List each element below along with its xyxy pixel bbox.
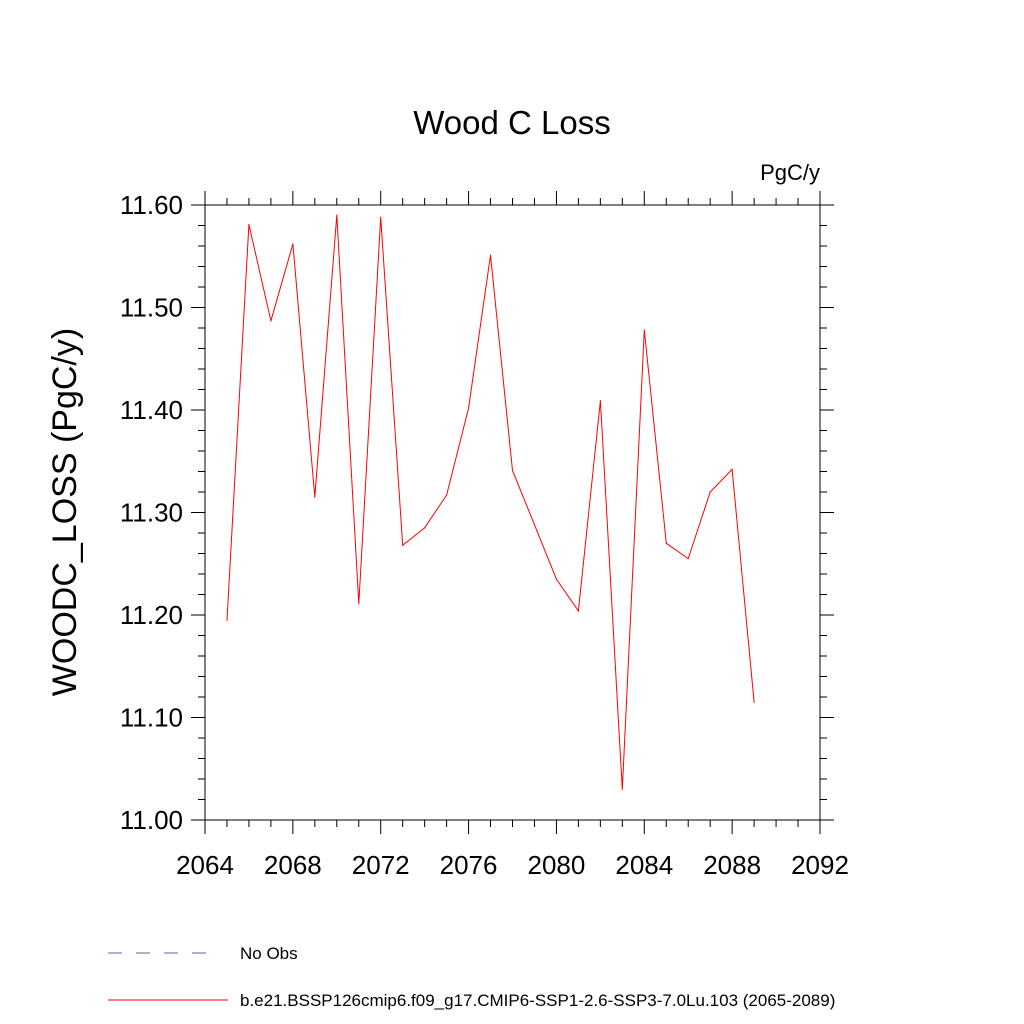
x-tick-label: 2068 bbox=[264, 850, 322, 880]
legend-label-no-obs: No Obs bbox=[240, 944, 298, 963]
data-point bbox=[314, 496, 316, 498]
data-point bbox=[424, 527, 426, 529]
y-axis-label: WOODC_LOSS (PgC/y) bbox=[46, 328, 84, 696]
y-tick-label: 11.50 bbox=[120, 293, 183, 323]
x-tick-label: 2064 bbox=[176, 850, 234, 880]
x-tick-label: 2076 bbox=[440, 850, 498, 880]
data-point bbox=[402, 544, 404, 546]
axis-ticks bbox=[191, 191, 834, 834]
data-point bbox=[687, 558, 689, 560]
data-point bbox=[753, 701, 755, 703]
y-tick-label: 11.60 bbox=[120, 190, 183, 220]
data-point bbox=[467, 407, 470, 409]
data-point bbox=[621, 788, 623, 790]
data-point bbox=[336, 214, 338, 216]
data-point bbox=[248, 223, 250, 226]
legend: No Obs b.e21.BSSP126cmip6.f09_g17.CMIP6-… bbox=[108, 944, 835, 1010]
data-point bbox=[731, 468, 733, 471]
data-point bbox=[599, 400, 601, 402]
chart-title: Wood C Loss bbox=[413, 104, 610, 141]
x-tick-label: 2084 bbox=[615, 850, 673, 880]
y-tick-label: 11.00 bbox=[120, 805, 183, 835]
data-point bbox=[380, 216, 382, 218]
x-tick-label: 2080 bbox=[528, 850, 586, 880]
y-tick-label: 11.20 bbox=[120, 600, 183, 630]
x-tick-label: 2072 bbox=[352, 850, 410, 880]
x-tick-label: 2092 bbox=[791, 850, 849, 880]
data-point bbox=[643, 329, 645, 331]
tick-labels: 2064 2068 2072 2076 2080 2084 2088 2092 11.00 11.… bbox=[120, 190, 849, 880]
series-line-0 bbox=[226, 215, 755, 790]
x-tick-label: 2088 bbox=[703, 850, 761, 880]
y-tick-label: 11.30 bbox=[120, 498, 183, 528]
data-point bbox=[577, 610, 579, 612]
data-point bbox=[270, 320, 272, 322]
data-point bbox=[665, 542, 667, 544]
data-point bbox=[358, 603, 360, 605]
data-point bbox=[292, 243, 294, 245]
data-point bbox=[489, 254, 492, 256]
y-tick-label: 11.10 bbox=[120, 703, 183, 733]
data-point bbox=[709, 491, 711, 493]
data-point bbox=[446, 494, 448, 496]
y-tick-label: 11.40 bbox=[120, 395, 183, 425]
data-point bbox=[226, 619, 228, 621]
data-point bbox=[555, 578, 558, 580]
series-group bbox=[226, 214, 755, 790]
data-point bbox=[511, 469, 514, 472]
legend-label-model: b.e21.BSSP126cmip6.f09_g17.CMIP6-SSP1-2.… bbox=[240, 991, 835, 1010]
data-point bbox=[533, 524, 536, 526]
units-label: PgC/y bbox=[760, 160, 820, 185]
